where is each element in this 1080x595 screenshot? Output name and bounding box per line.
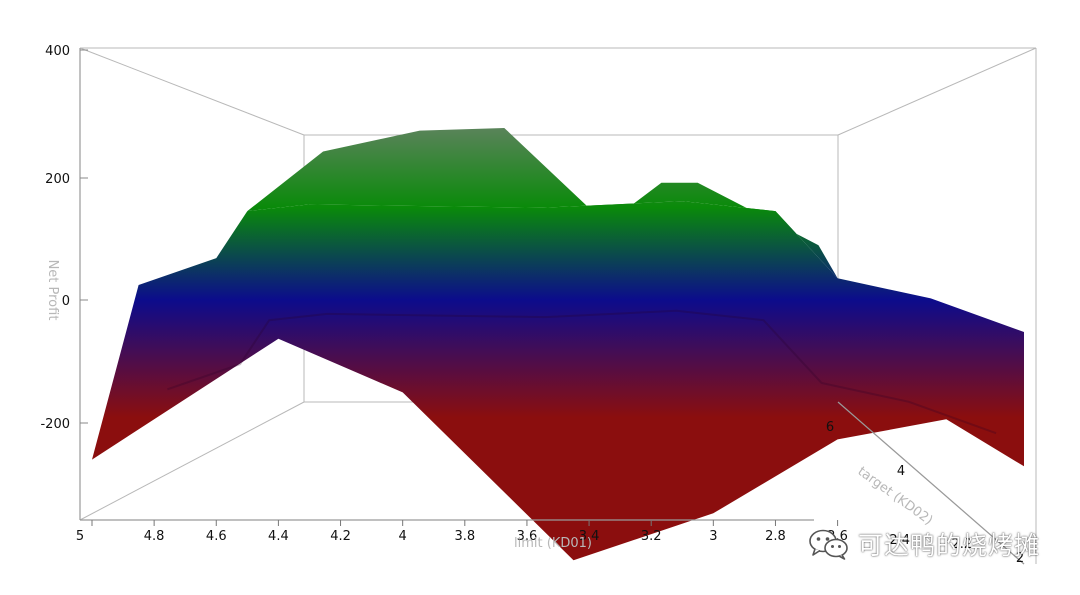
x-tick-label: 2 bbox=[1016, 551, 1024, 566]
surface-back-patch bbox=[216, 128, 838, 279]
surface-fold bbox=[167, 309, 997, 435]
surface bbox=[92, 128, 1024, 561]
x-tick-label: 3.8 bbox=[454, 529, 475, 544]
x-tick-label: 2.4 bbox=[889, 533, 910, 548]
x-tick-label: 3.2 bbox=[641, 529, 662, 544]
x-tick-label: 4 bbox=[399, 529, 407, 544]
y-axis-title: target (KD02) bbox=[855, 464, 936, 528]
y-tick-label: 4 bbox=[897, 464, 905, 479]
x-tick-label: 4.8 bbox=[144, 529, 165, 544]
front-frame bbox=[79, 47, 1037, 565]
watermark: 可达鸭的烧烤摊 bbox=[808, 526, 1040, 562]
x-tick-label: 5 bbox=[76, 529, 84, 544]
y-tick-label: 6 bbox=[826, 420, 834, 435]
axis-ticks: 400 200 0 -200 5 4.8 4.6 4.4 4.2 4 3.8 3.6 3.4 3.2 3 2.… bbox=[40, 44, 1024, 566]
x-tick-label: 2.2 bbox=[952, 537, 973, 552]
x-tick-label: 3.6 bbox=[517, 529, 538, 544]
x-tick-label: 3 bbox=[709, 529, 717, 544]
x-tick-label: 2.8 bbox=[765, 529, 786, 544]
x-tick-label: 4.4 bbox=[268, 529, 289, 544]
x-tick-label: 3.4 bbox=[579, 529, 600, 544]
surface-front-patch bbox=[92, 201, 1024, 561]
z-tick-label: 0 bbox=[62, 294, 70, 309]
frame-edge bbox=[837, 47, 1037, 136]
frame-edge bbox=[79, 47, 305, 136]
x-tick-label: 4.2 bbox=[330, 529, 351, 544]
z-tick-label: 200 bbox=[45, 172, 70, 187]
frame-edge bbox=[79, 401, 305, 521]
y-axis-line bbox=[837, 401, 1025, 565]
z-axis-title: Net Profit bbox=[45, 260, 60, 321]
x-axis-title: limit (KD01) bbox=[514, 536, 592, 551]
z-tick-label: 400 bbox=[45, 44, 70, 59]
x-tick-label: 4.6 bbox=[206, 529, 227, 544]
z-tick-label: -200 bbox=[40, 417, 70, 432]
watermark-text: 可达鸭的烧烤摊 bbox=[858, 531, 1041, 560]
wechat-icon bbox=[809, 529, 848, 560]
